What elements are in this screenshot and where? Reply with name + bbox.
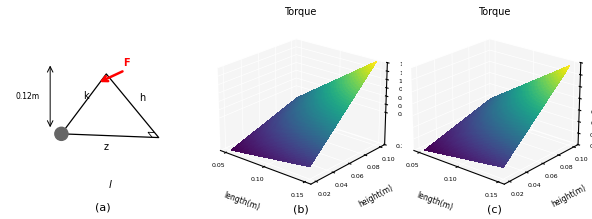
Text: z: z	[104, 142, 109, 152]
X-axis label: length(m): length(m)	[222, 190, 261, 212]
Circle shape	[55, 127, 68, 140]
Text: k: k	[83, 91, 89, 101]
Text: 0.12m: 0.12m	[15, 92, 40, 101]
Text: h: h	[139, 93, 145, 103]
Title: Torque: Torque	[478, 7, 510, 18]
Text: (c): (c)	[487, 205, 501, 215]
Y-axis label: height(m): height(m)	[550, 183, 588, 208]
Y-axis label: height(m): height(m)	[356, 183, 394, 208]
Title: Torque: Torque	[284, 7, 317, 18]
Text: $l$: $l$	[108, 178, 112, 190]
Text: F: F	[124, 58, 130, 69]
Text: (a): (a)	[95, 202, 110, 212]
X-axis label: length(m): length(m)	[416, 190, 455, 212]
Text: (b): (b)	[292, 205, 308, 215]
